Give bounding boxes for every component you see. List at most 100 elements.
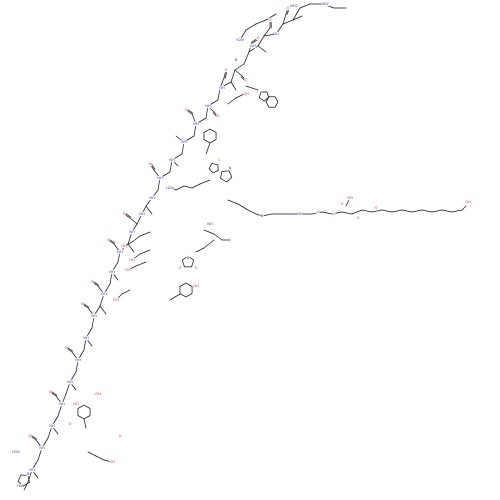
fatty-acid-chain-bond xyxy=(351,209,363,215)
atom-label-nh: NH xyxy=(67,380,73,384)
atom-label-n: N xyxy=(261,214,264,218)
atom-label-background xyxy=(49,423,55,429)
lysine-side-chain-bond xyxy=(199,179,211,185)
atom-label-background xyxy=(273,31,279,37)
atom-label-background xyxy=(207,221,213,227)
atom-label-o: O xyxy=(49,390,52,394)
fatty-acid-chain-bond xyxy=(391,209,403,213)
fatty-acid-chain-bond xyxy=(411,209,423,213)
atom-label-background xyxy=(59,401,65,407)
atom-label-nh: NH xyxy=(91,314,97,318)
staple-linker-bond xyxy=(203,239,215,249)
atom-label-o: O xyxy=(81,302,84,306)
side-chain-bond xyxy=(292,15,303,21)
atom-label-background xyxy=(91,313,97,319)
glutamate-side-chain-bond xyxy=(131,235,141,243)
atom-label-background xyxy=(236,37,244,43)
atom-label-nh: NH xyxy=(117,250,123,254)
atom-label-background xyxy=(129,257,135,263)
atom-label-o: O xyxy=(341,202,344,206)
staple-linker-bond xyxy=(237,203,249,211)
atom-label-nh: NH xyxy=(49,424,55,428)
glutamate-side-chain-bond xyxy=(121,289,131,295)
double-bond-line xyxy=(150,162,156,170)
atom-label-background xyxy=(139,211,145,217)
fatty-acid-chain-bond xyxy=(371,209,383,213)
atom-label-background xyxy=(224,67,228,73)
lysine-side-chain-bond xyxy=(299,3,311,9)
atom-label-oh: OH xyxy=(121,244,127,248)
lysine-side-chain-bond xyxy=(183,185,193,189)
atom-label-background xyxy=(244,77,248,83)
atom-label-oh: OH xyxy=(347,196,353,200)
atom-label-background xyxy=(118,433,122,439)
atom-label-nh: NH xyxy=(149,196,155,200)
staple-linker-bond xyxy=(195,247,205,253)
atom-label-background xyxy=(243,91,249,97)
side-chain-bond xyxy=(99,305,107,315)
phenylalanine-linker-bond xyxy=(205,142,211,155)
lysine-side-chain-bond xyxy=(191,183,201,189)
atom-label-background xyxy=(181,139,187,145)
atom-label-h2n: H2N xyxy=(236,38,244,42)
atom-label-background xyxy=(178,265,182,271)
atom-label-o: O xyxy=(217,114,220,118)
atom-label-background xyxy=(67,379,73,385)
glutamate-side-chain-bond xyxy=(95,455,105,461)
peptide-backbone-bond xyxy=(248,45,259,53)
atom-label-n: N xyxy=(187,256,190,260)
lysine-side-chain-bond xyxy=(265,13,277,21)
atom-label-background xyxy=(356,215,360,221)
atom-label-background xyxy=(17,483,23,489)
atom-label-background xyxy=(347,195,353,201)
succinimide-ring xyxy=(181,255,195,268)
atom-label-nh: NH xyxy=(250,44,256,48)
atom-label-o: O xyxy=(317,210,320,214)
atom-label-o: O xyxy=(149,162,152,166)
atom-label-nh2: NH2 xyxy=(321,2,329,6)
atom-label-background xyxy=(169,157,175,163)
atom-label-o: O xyxy=(333,212,336,216)
atom-label-nh: NH xyxy=(101,292,107,296)
atom-label-oh: OH xyxy=(95,392,101,396)
atom-label-o: O xyxy=(357,216,360,220)
atom-label-background xyxy=(73,401,79,407)
atom-label-background xyxy=(186,255,190,261)
atom-label-nh: NH xyxy=(207,222,213,226)
atom-label-oh: OH xyxy=(109,460,115,464)
atom-label-background xyxy=(268,17,272,23)
atom-label-background xyxy=(109,269,115,275)
atom-label-background xyxy=(340,201,344,207)
atom-label-background xyxy=(149,195,155,201)
atom-label-nh: NH xyxy=(75,358,81,362)
peptide-backbone-bond xyxy=(282,19,294,25)
atom-label-background xyxy=(75,357,81,363)
tyrosine-ring-upper xyxy=(179,282,193,298)
glutamate-side-chain-bond xyxy=(139,249,151,255)
atom-label-h2n: H2N xyxy=(12,450,20,454)
atom-label-background xyxy=(157,175,163,181)
atom-label-background xyxy=(68,421,72,427)
atom-label-layer: NH2 NH2NHNHNH2NNHNHNHNHNHNHNSNHNHNHNHNHNH… xyxy=(12,1,471,489)
atom-label-ho: HO xyxy=(73,402,79,406)
atom-label-hn: HN xyxy=(17,484,23,488)
atom-label-background xyxy=(101,291,107,297)
atom-label-o: O xyxy=(65,346,68,350)
atom-label-o: O xyxy=(257,36,260,40)
atom-label-background xyxy=(286,5,290,11)
glutamate-side-chain-bond xyxy=(135,261,147,267)
atom-label-o: O xyxy=(185,108,188,112)
side-chain-bond xyxy=(282,13,287,25)
atom-label-o: O xyxy=(269,18,272,22)
atom-label-h2n: H2N xyxy=(166,186,174,190)
atom-label-background xyxy=(290,3,298,9)
atom-label-background xyxy=(465,199,471,205)
atom-label-nh: NH xyxy=(297,212,303,216)
double-bond-line xyxy=(66,346,74,352)
tryptophan-linker-bond xyxy=(245,85,259,91)
atom-label-background xyxy=(205,103,211,109)
atom-label-nh: NH xyxy=(83,336,89,340)
atom-label-n: N xyxy=(27,472,30,476)
double-bond-line xyxy=(82,302,90,308)
lysine-side-chain-bond xyxy=(175,185,185,191)
